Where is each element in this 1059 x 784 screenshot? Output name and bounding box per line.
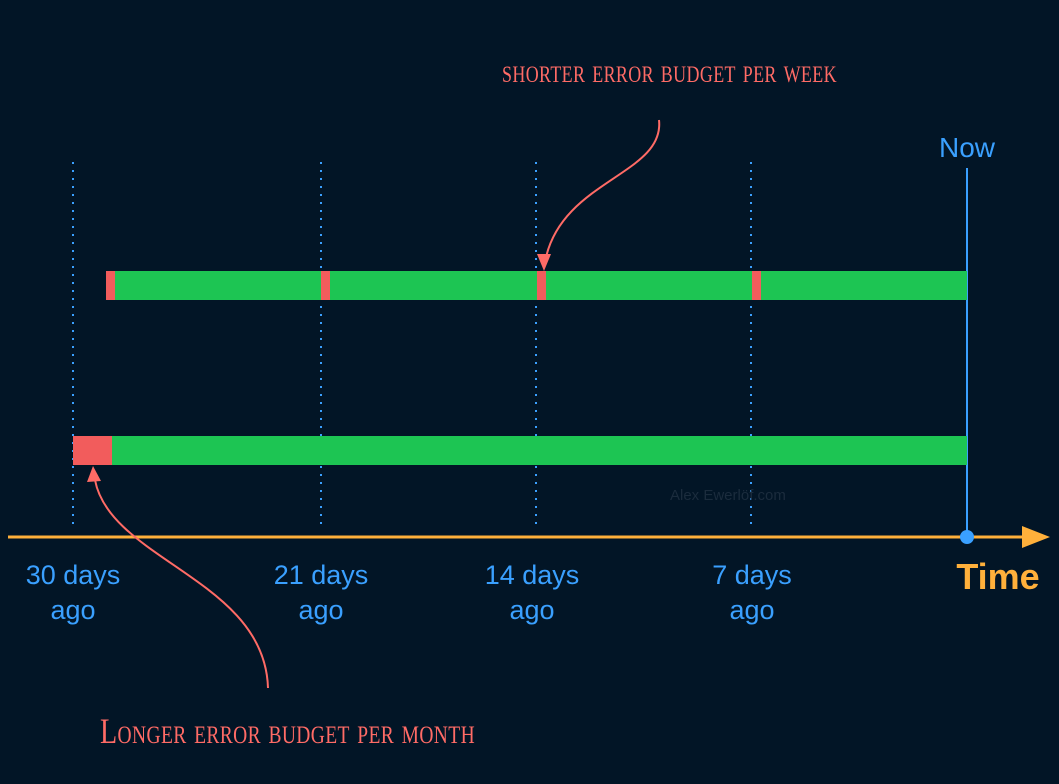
- week-annotation: shorter error budget per week: [502, 54, 837, 90]
- tick-label-30-days: 30 days ago: [0, 558, 148, 628]
- tick-label-line1: 21 days: [273, 560, 369, 590]
- monthly-budget-bar: [73, 436, 967, 465]
- tick-label-line2: ago: [509, 595, 555, 625]
- tick-label-line1: 7 days: [712, 560, 792, 590]
- month-annotation: Longer error budget per month: [100, 711, 476, 751]
- time-axis-label: Time: [956, 556, 1040, 597]
- now-marker-dot: [960, 530, 974, 544]
- weekly-error-segment: [321, 271, 330, 300]
- week-annotation-arrow: [544, 119, 661, 263]
- tick-label-14-days: 14 days ago: [457, 558, 607, 628]
- time-axis-arrowhead: [1022, 526, 1050, 548]
- watermark: Alex Ewerlöf.com: [670, 487, 786, 504]
- weekly-error-segment: [752, 271, 761, 300]
- tick-label-line1: 30 days: [25, 560, 121, 590]
- tick-label-7-days: 7 days ago: [677, 558, 827, 628]
- tick-label-21-days: 21 days ago: [246, 558, 396, 628]
- weekly-error-segment: [537, 271, 546, 300]
- weekly-budget-bar: [106, 271, 967, 300]
- tick-label-line2: ago: [50, 595, 96, 625]
- monthly-error-segment: [73, 436, 112, 465]
- tick-label-line2: ago: [729, 595, 775, 625]
- month-annotation-arrow: [94, 479, 269, 689]
- month-arrowhead: [87, 466, 101, 482]
- now-label: Now: [938, 132, 995, 163]
- week-arrowhead: [537, 254, 551, 271]
- tick-label-line2: ago: [298, 595, 344, 625]
- weekly-error-segment: [106, 271, 115, 300]
- monthly-good-segment: [73, 436, 967, 465]
- tick-label-line1: 14 days: [484, 560, 580, 590]
- weekly-good-segment: [106, 271, 967, 300]
